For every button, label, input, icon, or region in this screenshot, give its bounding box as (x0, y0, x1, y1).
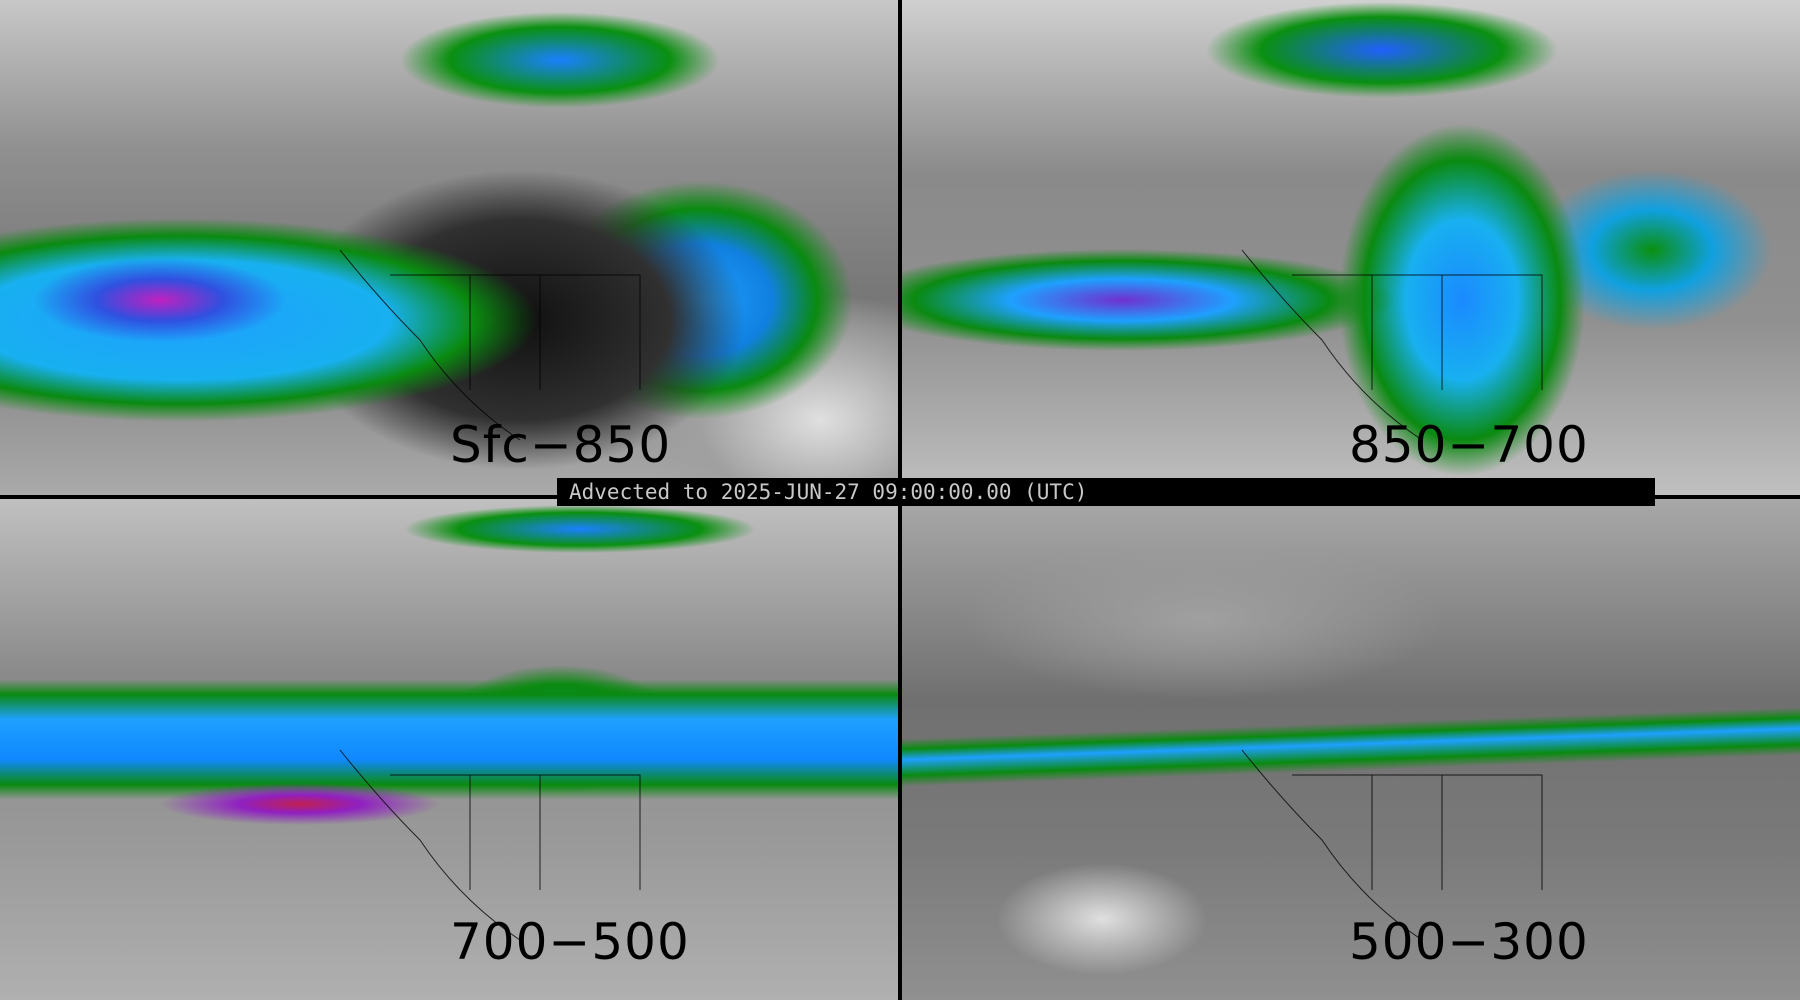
panel-label: 500−300 (1349, 913, 1589, 971)
panel-label: 700−500 (450, 913, 690, 971)
map-panel-500-300: 500−300 (902, 499, 1800, 1000)
coastline (339, 249, 641, 441)
valid-time-banner: Advected to 2025-JUN-27 09:00:00.00 (UTC… (557, 478, 1655, 506)
coastline (1241, 749, 1543, 941)
map-panel-850-700: 850−700 (902, 0, 1800, 495)
map-panel-700-500: 700−500 (0, 499, 898, 1000)
coastline (1241, 249, 1543, 441)
panel-label: 850−700 (1349, 416, 1589, 474)
map-panel-sfc-850: Sfc−850 (0, 0, 898, 495)
coastline (339, 749, 641, 941)
panel-label: Sfc−850 (450, 416, 672, 474)
